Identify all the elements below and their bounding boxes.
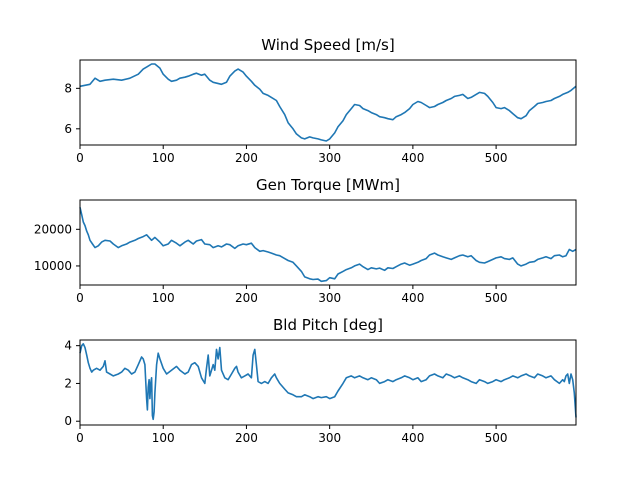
x-tick-label: 500 xyxy=(485,151,508,165)
y-tick-label: 0 xyxy=(64,414,72,428)
y-tick-label: 2 xyxy=(64,376,72,390)
subplot-gen-torque: Gen Torque [MWm] 0 100 200 300 400 500 10000 200… xyxy=(34,176,577,305)
y-tick-label: 4 xyxy=(64,339,72,353)
subplot-title: Bld Pitch [deg] xyxy=(273,316,383,334)
series-line xyxy=(79,342,577,421)
x-tick-label: 400 xyxy=(401,431,424,445)
subplot-wind-speed: Wind Speed [m/s] 0 100 200 300 400 500 6 8 xyxy=(64,36,577,165)
x-tick-label: 300 xyxy=(318,431,341,445)
x-tick-label: 500 xyxy=(485,431,508,445)
x-tick-label: 100 xyxy=(152,151,175,165)
x-tick-label: 0 xyxy=(76,431,84,445)
y-tick-label: 8 xyxy=(64,81,72,95)
subplot-title: Gen Torque [MWm] xyxy=(256,176,400,194)
x-tick-label: 300 xyxy=(318,151,341,165)
axes-frame xyxy=(79,59,577,146)
subplot-title: Wind Speed [m/s] xyxy=(261,36,394,54)
x-tick-label: 500 xyxy=(485,291,508,305)
x-tick-label: 400 xyxy=(401,291,424,305)
x-tick-label: 300 xyxy=(318,291,341,305)
axes-frame xyxy=(79,199,577,286)
x-tick-label: 200 xyxy=(235,151,258,165)
y-tick-label: 10000 xyxy=(34,259,72,273)
y-tick-label: 20000 xyxy=(34,222,72,236)
x-tick-label: 100 xyxy=(152,431,175,445)
axes-frame xyxy=(79,339,577,426)
subplot-bld-pitch: Bld Pitch [deg] 0 100 200 300 400 500 0 2 4 xyxy=(64,316,577,445)
x-tick-label: 100 xyxy=(152,291,175,305)
x-tick-label: 0 xyxy=(76,151,84,165)
series-line xyxy=(79,63,577,142)
series-line xyxy=(79,207,577,283)
x-tick-label: 200 xyxy=(235,291,258,305)
y-tick-label: 6 xyxy=(64,122,72,136)
x-tick-label: 0 xyxy=(76,291,84,305)
x-tick-label: 200 xyxy=(235,431,258,445)
x-tick-label: 400 xyxy=(401,151,424,165)
